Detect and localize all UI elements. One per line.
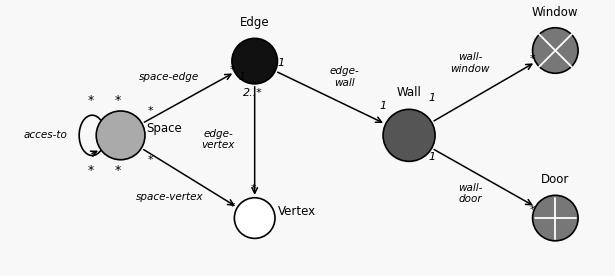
- Text: *: *: [230, 65, 236, 75]
- Ellipse shape: [533, 28, 578, 73]
- Text: Edge: Edge: [240, 16, 269, 29]
- Text: 1: 1: [239, 72, 246, 82]
- Text: *: *: [530, 205, 536, 214]
- Text: Wall: Wall: [397, 86, 421, 99]
- Text: Door: Door: [541, 173, 569, 186]
- Text: space-edge: space-edge: [139, 72, 199, 82]
- Text: *: *: [115, 94, 121, 107]
- Text: edge-
vertex: edge- vertex: [202, 129, 235, 150]
- Text: *: *: [148, 106, 154, 116]
- Ellipse shape: [232, 38, 277, 84]
- Text: 1: 1: [428, 93, 435, 103]
- Text: Space: Space: [146, 122, 183, 135]
- Text: 1: 1: [428, 152, 435, 161]
- Text: edge-
wall: edge- wall: [329, 66, 359, 88]
- Text: acces-to: acces-to: [23, 130, 67, 140]
- Text: *: *: [87, 94, 93, 107]
- Text: *: *: [87, 164, 93, 177]
- Text: *: *: [230, 203, 236, 213]
- Text: Vertex: Vertex: [277, 205, 315, 218]
- Ellipse shape: [234, 198, 275, 238]
- Ellipse shape: [383, 109, 435, 161]
- Text: 2..*: 2..*: [243, 88, 263, 98]
- Text: wall-
window: wall- window: [450, 52, 490, 74]
- Ellipse shape: [533, 195, 578, 241]
- Text: Window: Window: [532, 6, 579, 19]
- Text: 1: 1: [379, 101, 387, 111]
- Text: space-vertex: space-vertex: [135, 192, 203, 202]
- Ellipse shape: [96, 111, 145, 160]
- Text: *: *: [115, 164, 121, 177]
- Text: wall-
door: wall- door: [458, 183, 482, 205]
- Text: 1: 1: [277, 58, 284, 68]
- Text: *: *: [250, 184, 256, 194]
- Text: *: *: [148, 155, 154, 165]
- Text: *: *: [530, 54, 536, 64]
